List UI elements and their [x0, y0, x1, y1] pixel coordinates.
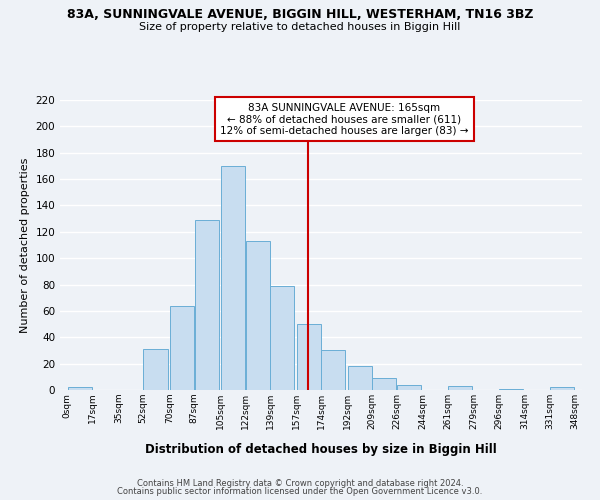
Bar	[143, 349, 167, 390]
Bar	[347, 366, 371, 390]
Bar	[397, 384, 421, 390]
Y-axis label: Number of detached properties: Number of detached properties	[20, 158, 30, 332]
Bar	[271, 286, 295, 390]
Text: Contains public sector information licensed under the Open Government Licence v3: Contains public sector information licen…	[118, 487, 482, 496]
Text: 83A SUNNINGVALE AVENUE: 165sqm
← 88% of detached houses are smaller (611)
12% of: 83A SUNNINGVALE AVENUE: 165sqm ← 88% of …	[220, 102, 469, 136]
Bar	[221, 166, 245, 390]
Bar	[322, 350, 346, 390]
Text: Contains HM Land Registry data © Crown copyright and database right 2024.: Contains HM Land Registry data © Crown c…	[137, 478, 463, 488]
Text: Size of property relative to detached houses in Biggin Hill: Size of property relative to detached ho…	[139, 22, 461, 32]
Bar	[170, 306, 194, 390]
Bar	[194, 220, 218, 390]
Bar	[373, 378, 397, 390]
Bar	[296, 324, 320, 390]
Bar	[448, 386, 472, 390]
Bar	[245, 241, 269, 390]
Bar	[68, 388, 92, 390]
Bar	[550, 388, 574, 390]
Text: Distribution of detached houses by size in Biggin Hill: Distribution of detached houses by size …	[145, 442, 497, 456]
Bar	[499, 388, 523, 390]
Text: 83A, SUNNINGVALE AVENUE, BIGGIN HILL, WESTERHAM, TN16 3BZ: 83A, SUNNINGVALE AVENUE, BIGGIN HILL, WE…	[67, 8, 533, 20]
